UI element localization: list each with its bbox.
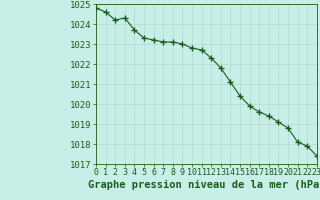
X-axis label: Graphe pression niveau de la mer (hPa): Graphe pression niveau de la mer (hPa) — [88, 180, 320, 190]
